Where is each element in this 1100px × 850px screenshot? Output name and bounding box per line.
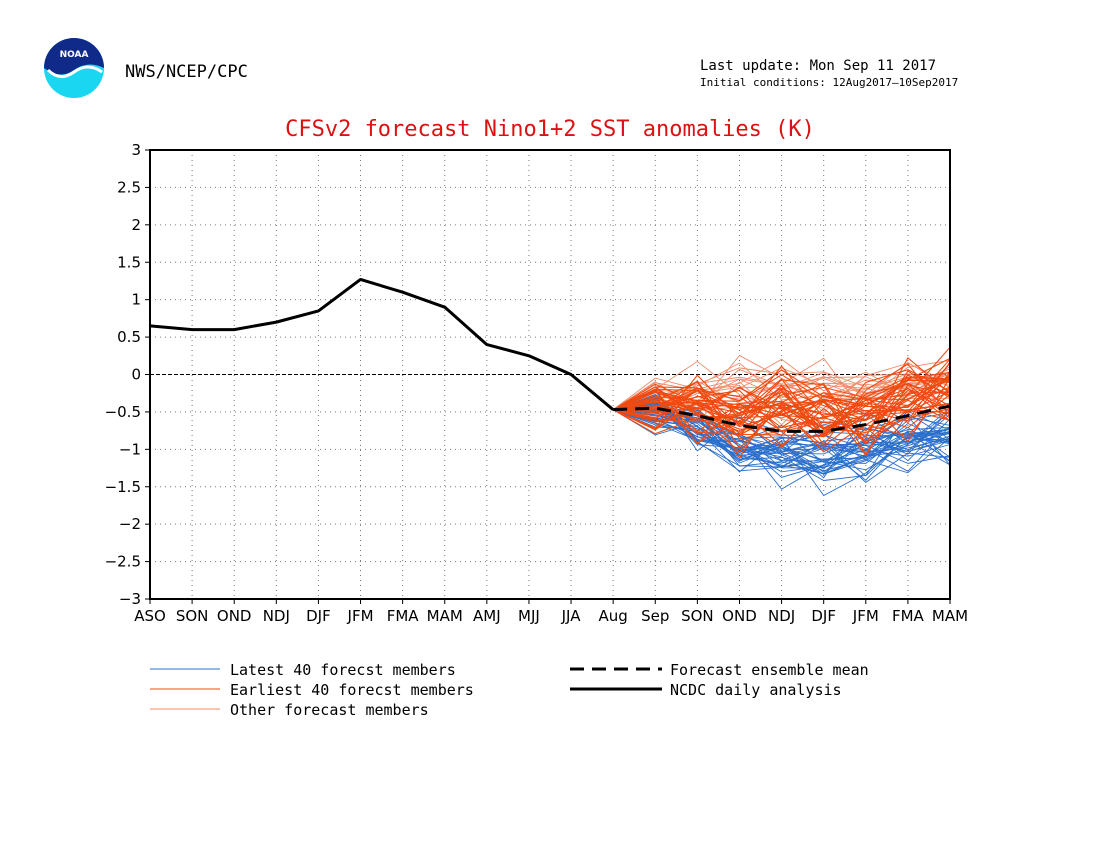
x-tick-label: NDJ [263, 607, 290, 625]
x-tick-label: JFM [852, 607, 879, 625]
x-tick-label: SON [176, 607, 209, 625]
earliest-member-line [613, 377, 951, 436]
earliest-member-line [613, 387, 951, 435]
x-tick-label: NDJ [768, 607, 795, 625]
x-tick-label: AMJ [473, 607, 501, 625]
agency-label: NWS/NCEP/CPC [125, 62, 248, 82]
x-tick-label: Sep [641, 607, 669, 625]
earliest-member-line [612, 379, 951, 433]
x-tick-label: MJJ [518, 607, 540, 625]
y-tick-label: 2.5 [117, 178, 141, 196]
other-member-line [612, 359, 951, 426]
x-tick-label: DJF [811, 607, 836, 625]
grid [150, 150, 950, 599]
x-tick-label: OND [217, 607, 252, 625]
y-tick-label: 1.5 [117, 253, 141, 271]
x-tick-label: FMA [387, 607, 420, 625]
legend-label: Earliest 40 forecst members [230, 681, 474, 699]
axes: ASO SON OND NDJ DJF JFM FMA MAM AMJ MJJ JJA Aug Sep S… [105, 141, 969, 625]
earliest-member-line [612, 377, 951, 434]
latest-member-line [613, 409, 951, 472]
y-tick-label: −3 [119, 590, 141, 608]
chart-title: CFSv2 forecast Nino1+2 SST anomalies (K) [285, 117, 815, 142]
noaa-logo-icon: NOAA [44, 38, 104, 98]
y-tick-label: −2 [119, 515, 141, 533]
x-tick-label: OND [722, 607, 757, 625]
earliest-member-line [612, 409, 951, 448]
noaa-logo-text: NOAA [60, 50, 89, 60]
y-tick-label: −2.5 [105, 553, 141, 571]
x-tick-label: JFM [347, 607, 374, 625]
x-tick-label: MAM [932, 607, 968, 625]
y-tick-label: −0.5 [105, 403, 141, 421]
y-tick-label: 1 [131, 291, 141, 309]
earliest-member-line [613, 358, 951, 433]
earliest-member-line [613, 376, 951, 438]
ensemble-mean-line [613, 404, 951, 433]
x-tick-label: Aug [599, 607, 628, 625]
legend-label: NCDC daily analysis [670, 681, 842, 699]
x-tick-label: SON [681, 607, 714, 625]
legend-label: Other forecast members [230, 701, 429, 719]
x-tick-label: DJF [306, 607, 331, 625]
x-tick-label: ASO [134, 607, 166, 625]
x-tick-label: JJA [561, 607, 582, 625]
y-tick-label: 2 [131, 216, 141, 234]
earliest-member-line [612, 361, 951, 430]
latest-member-line [613, 409, 951, 473]
x-tick-label: FMA [892, 607, 925, 625]
y-tick-label: −1 [119, 440, 141, 458]
y-tick-label: 0.5 [117, 328, 141, 346]
latest-member-line [613, 409, 951, 458]
y-tick-label: −1.5 [105, 478, 141, 496]
initial-conditions-text: Initial conditions: 12Aug2017–10Sep2017 [700, 76, 958, 89]
legend-label: Latest 40 forecst members [230, 661, 456, 679]
last-update-text: Last update: Mon Sep 11 2017 [700, 58, 936, 74]
earliest-member-line [613, 370, 951, 437]
y-tick-label: 3 [131, 141, 141, 159]
legend: Latest 40 forecst members Earliest 40 for… [150, 661, 869, 719]
plot-series [149, 277, 951, 497]
y-tick-label: 0 [131, 366, 141, 384]
ncdc-analysis-line [149, 277, 615, 411]
legend-label: Forecast ensemble mean [670, 661, 869, 679]
x-tick-label: MAM [427, 607, 463, 625]
earliest-member-line [612, 386, 951, 447]
